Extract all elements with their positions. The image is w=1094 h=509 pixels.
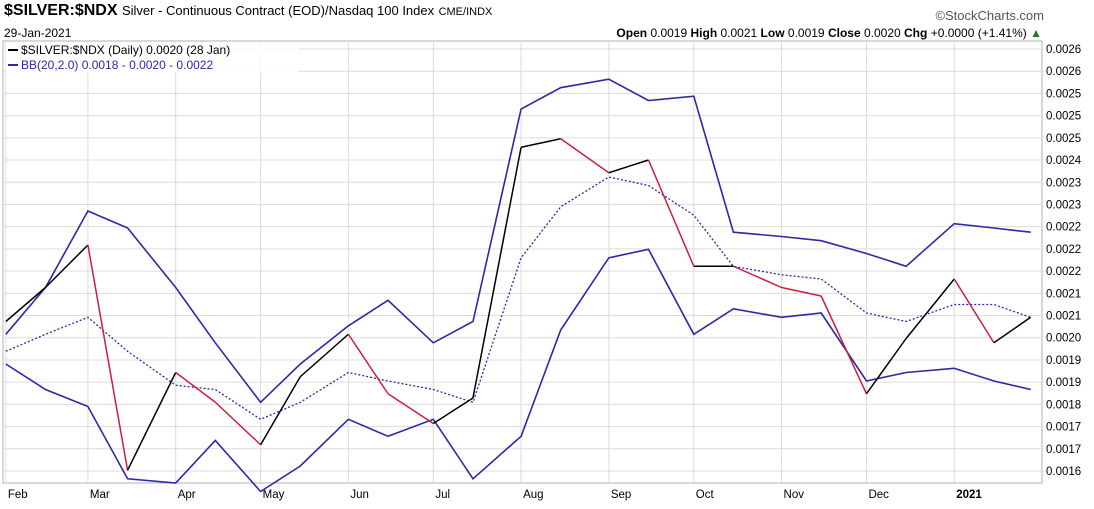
y-tick-label: 0.0022 (1046, 266, 1081, 278)
x-axis-labels: Feb Mar Apr May Jun Jul Aug Sep Oct Nov Dec 2021 (8, 489, 983, 501)
x-tick-label: Sep (611, 489, 631, 501)
chart-header: $SILVER:$NDX Silver - Continuous Contrac… (4, 2, 492, 20)
price-segment (993, 316, 1032, 344)
y-tick-label: 0.0025 (1046, 133, 1081, 145)
x-tick-label: Nov (784, 489, 805, 501)
low-value: 0.0019 (787, 26, 825, 40)
price-line (5, 138, 1032, 471)
price-segment (647, 159, 695, 267)
open-value: 0.0019 (650, 26, 688, 40)
symbol-label: $SILVER:$NDX (4, 2, 118, 19)
up-arrow-icon: ▲ (1030, 26, 1042, 40)
price-segment (608, 159, 649, 174)
y-tick-label: 0.0019 (1046, 355, 1081, 367)
price-segment (560, 138, 610, 174)
y-tick-label: 0.0021 (1046, 288, 1081, 300)
exchange-label: CME/INDX (438, 6, 493, 18)
low-label: Low (760, 26, 785, 40)
y-tick-label: 0.0025 (1046, 111, 1081, 123)
y-tick-label: 0.0025 (1046, 88, 1081, 100)
bb-middle-line (5, 176, 1031, 421)
y-tick-label: 0.0023 (1046, 199, 1081, 211)
price-segment (347, 333, 389, 395)
price-segment (865, 338, 907, 395)
bollinger-bands (5, 78, 1031, 493)
bb-lower-line (5, 248, 1031, 493)
y-tick-label: 0.0022 (1046, 222, 1081, 234)
y-tick-label: 0.0017 (1046, 422, 1081, 434)
legend-bb: BB(20,2.0) 0.0018 - 0.0020 - 0.0022 (21, 58, 213, 72)
price-segment (733, 265, 782, 289)
chg-label: Chg (904, 26, 928, 40)
y-tick-label: 0.0018 (1046, 399, 1081, 411)
price-segment (520, 138, 561, 148)
open-label: Open (616, 26, 648, 40)
y-tick-label: 0.0022 (1046, 244, 1081, 256)
y-tick-label: 0.0024 (1046, 155, 1082, 167)
date-label: 29-Jan-2021 (4, 26, 72, 40)
y-tick-label: 0.0020 (1046, 333, 1081, 345)
price-segment (299, 333, 349, 378)
x-tick-label: Jun (350, 489, 369, 501)
x-tick-label: 2021 (956, 489, 982, 501)
y-tick-label: 0.0026 (1046, 44, 1081, 56)
y-tick-label: 0.0023 (1046, 177, 1081, 189)
price-segment (432, 397, 474, 425)
chart-legend: $SILVER:$NDX (Daily) 0.0020 (28 Jan) BB(… (6, 43, 298, 73)
price-segment (472, 147, 522, 399)
x-tick-label: Apr (178, 489, 196, 501)
x-tick-label: Aug (523, 489, 543, 501)
high-label: High (690, 26, 718, 40)
description-label: Silver - Continuous Contract (EOD)/Nasda… (121, 3, 435, 18)
price-segment (175, 371, 216, 403)
high-value: 0.0021 (720, 26, 758, 40)
brand-logo[interactable]: ©StockCharts.com (935, 8, 1044, 23)
y-tick-label: 0.0017 (1046, 444, 1081, 456)
price-segment (781, 286, 822, 297)
x-tick-label: Jul (435, 489, 450, 501)
close-value: 0.0020 (863, 26, 901, 40)
price-segment (126, 372, 177, 471)
y-axis-labels: 0.0026 0.0026 0.0025 0.0025 0.0025 0.0024 0.00… (1046, 44, 1082, 478)
plot-area[interactable] (2, 40, 1043, 484)
legend-price: $SILVER:$NDX (Daily) 0.0020 (28 Jan) (21, 43, 230, 57)
price-segment (259, 376, 301, 446)
y-tick-label: 0.0021 (1046, 311, 1081, 323)
x-tick-label: Dec (868, 489, 889, 501)
x-tick-label: Oct (696, 489, 715, 501)
x-tick-label: Feb (8, 489, 28, 501)
y-tick-label: 0.0016 (1046, 466, 1081, 478)
x-tick-label: May (263, 489, 285, 501)
price-segment (5, 286, 46, 323)
x-tick-label: Mar (90, 489, 110, 501)
y-tick-label: 0.0019 (1046, 377, 1081, 389)
grid-lines (3, 41, 1042, 483)
price-segment (820, 295, 868, 395)
price-segment (87, 244, 129, 471)
price-segment (387, 393, 434, 425)
y-tick-label: 0.0026 (1046, 66, 1081, 78)
bb-upper-line (5, 78, 1031, 404)
chg-value: +0.0000 (+1.41%) (930, 26, 1027, 40)
price-segment (953, 278, 995, 344)
close-label: Close (827, 26, 861, 40)
price-segment (44, 244, 89, 289)
price-segment (214, 401, 262, 446)
ohlc-bar: Open 0.0019 High 0.0021 Low 0.0019 Close… (616, 26, 1042, 40)
price-segment (905, 278, 955, 339)
